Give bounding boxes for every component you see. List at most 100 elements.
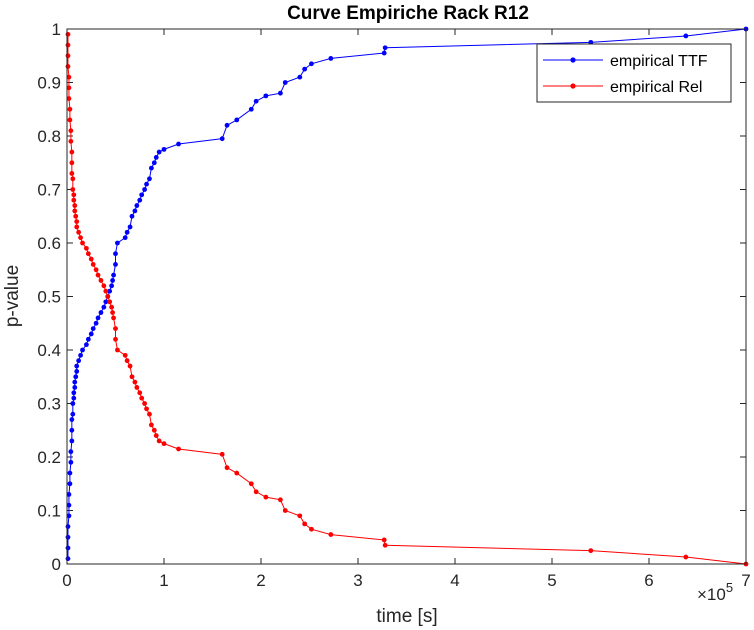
- series-0-point: [107, 288, 113, 294]
- series-0-point: [124, 229, 130, 235]
- series-0-point: [161, 146, 167, 152]
- plot-frame: [66, 28, 747, 565]
- series-0-point: [66, 513, 72, 519]
- series-1-point: [234, 470, 240, 476]
- series-0-point: [88, 331, 94, 337]
- series-1-point: [66, 85, 72, 91]
- series-0-point: [328, 56, 334, 61]
- series-1-point: [122, 352, 128, 358]
- plot-area: [67, 29, 746, 564]
- series-0-point: [309, 61, 314, 67]
- y-tick-label: 0.2: [37, 448, 61, 467]
- legend: empirical TTF empirical Rel: [536, 43, 732, 103]
- series-1-point: [73, 213, 79, 219]
- series-1-point: [224, 465, 230, 471]
- series-0-point: [68, 449, 74, 455]
- series-0-point: [70, 401, 76, 406]
- series-1-point: [110, 310, 115, 315]
- series-0-point: [72, 379, 78, 385]
- series-1-point: [66, 74, 72, 80]
- series-0-point: [90, 326, 96, 331]
- series-1-point: [69, 149, 75, 155]
- series-1-point: [65, 64, 71, 69]
- series-1-point: [219, 451, 225, 457]
- legend-box: [536, 43, 732, 103]
- series-0-point: [72, 385, 78, 390]
- series-1-point: [65, 42, 71, 48]
- series-0-point: [109, 283, 115, 289]
- x-tick-label: 2: [256, 571, 265, 590]
- series-1-point: [297, 513, 303, 519]
- series-0-point: [98, 310, 104, 315]
- series-0-point: [302, 66, 308, 72]
- series-0-point: [127, 224, 133, 230]
- series-0-point: [234, 117, 240, 123]
- series-0-point: [69, 438, 75, 444]
- series-1-point: [67, 117, 73, 123]
- series-1-point: [65, 31, 71, 37]
- series-1-point: [278, 497, 283, 503]
- series-1-point: [69, 171, 75, 176]
- series-1-point: [70, 187, 76, 192]
- series-0-point: [282, 80, 288, 85]
- series-0-point: [65, 556, 71, 562]
- series-1-point: [302, 521, 308, 527]
- series-0-point: [67, 470, 73, 476]
- x-axis-multiplier-exponent: 5: [726, 580, 733, 595]
- x-axis-multiplier: ×105: [697, 580, 733, 604]
- series-0-point: [176, 141, 181, 147]
- series-1-point: [76, 229, 82, 235]
- y-tick-label: 0.8: [37, 127, 61, 146]
- series-0-point: [69, 427, 75, 433]
- series-1-point: [67, 106, 73, 112]
- series-0-point: [84, 342, 89, 348]
- series-0-point: [71, 395, 77, 401]
- series-1-point: [137, 390, 143, 396]
- x-axis-label: time [s]: [376, 606, 437, 627]
- series-0-point: [137, 197, 143, 203]
- series-1-point: [93, 267, 99, 273]
- series-1-point: [111, 315, 116, 321]
- series-1-point: [161, 441, 167, 447]
- series-0-point: [147, 176, 152, 182]
- y-tick-label: 0.1: [37, 502, 61, 521]
- series-1-point: [72, 203, 78, 208]
- legend-label-rel: empirical Rel: [610, 79, 702, 96]
- y-tick-label: 0.9: [37, 74, 61, 93]
- x-tick-label: 7: [741, 571, 750, 590]
- series-0-point: [70, 411, 76, 417]
- series-0-point: [66, 492, 72, 497]
- series-1-point: [124, 358, 130, 364]
- series-1-point: [134, 385, 140, 390]
- series-0-point: [297, 74, 303, 80]
- series-0-point: [101, 304, 107, 310]
- series-1-point: [101, 283, 107, 289]
- series-1-point: [132, 379, 138, 385]
- series-0-point: [93, 320, 99, 326]
- series-1-point: [248, 481, 254, 487]
- series-1-point: [151, 427, 157, 433]
- y-tick-label: 0.7: [37, 181, 61, 200]
- series-1-point: [156, 438, 162, 444]
- series-1-point: [98, 278, 104, 283]
- series-0-point: [103, 299, 109, 305]
- series-1-point: [127, 363, 133, 369]
- series-0-point: [139, 192, 145, 198]
- series-1-point: [68, 138, 74, 144]
- y-tick-label: 0.6: [37, 234, 61, 253]
- series-1-point: [85, 251, 91, 257]
- series-1-point: [115, 347, 120, 353]
- series-0-point: [142, 187, 148, 192]
- x-tick-label: 1: [159, 571, 168, 590]
- series-1-point: [90, 262, 96, 267]
- series-1-point: [588, 548, 594, 554]
- x-tick-label: 4: [450, 571, 459, 590]
- y-axis-label: p-value: [2, 265, 23, 327]
- series-1-point: [129, 374, 135, 380]
- x-tick-label: 6: [644, 571, 653, 590]
- series-1-point: [148, 422, 154, 428]
- series-1-point: [176, 446, 181, 452]
- series-1-point: [263, 494, 269, 500]
- series-0-point: [132, 208, 138, 214]
- series-1-point: [309, 526, 314, 532]
